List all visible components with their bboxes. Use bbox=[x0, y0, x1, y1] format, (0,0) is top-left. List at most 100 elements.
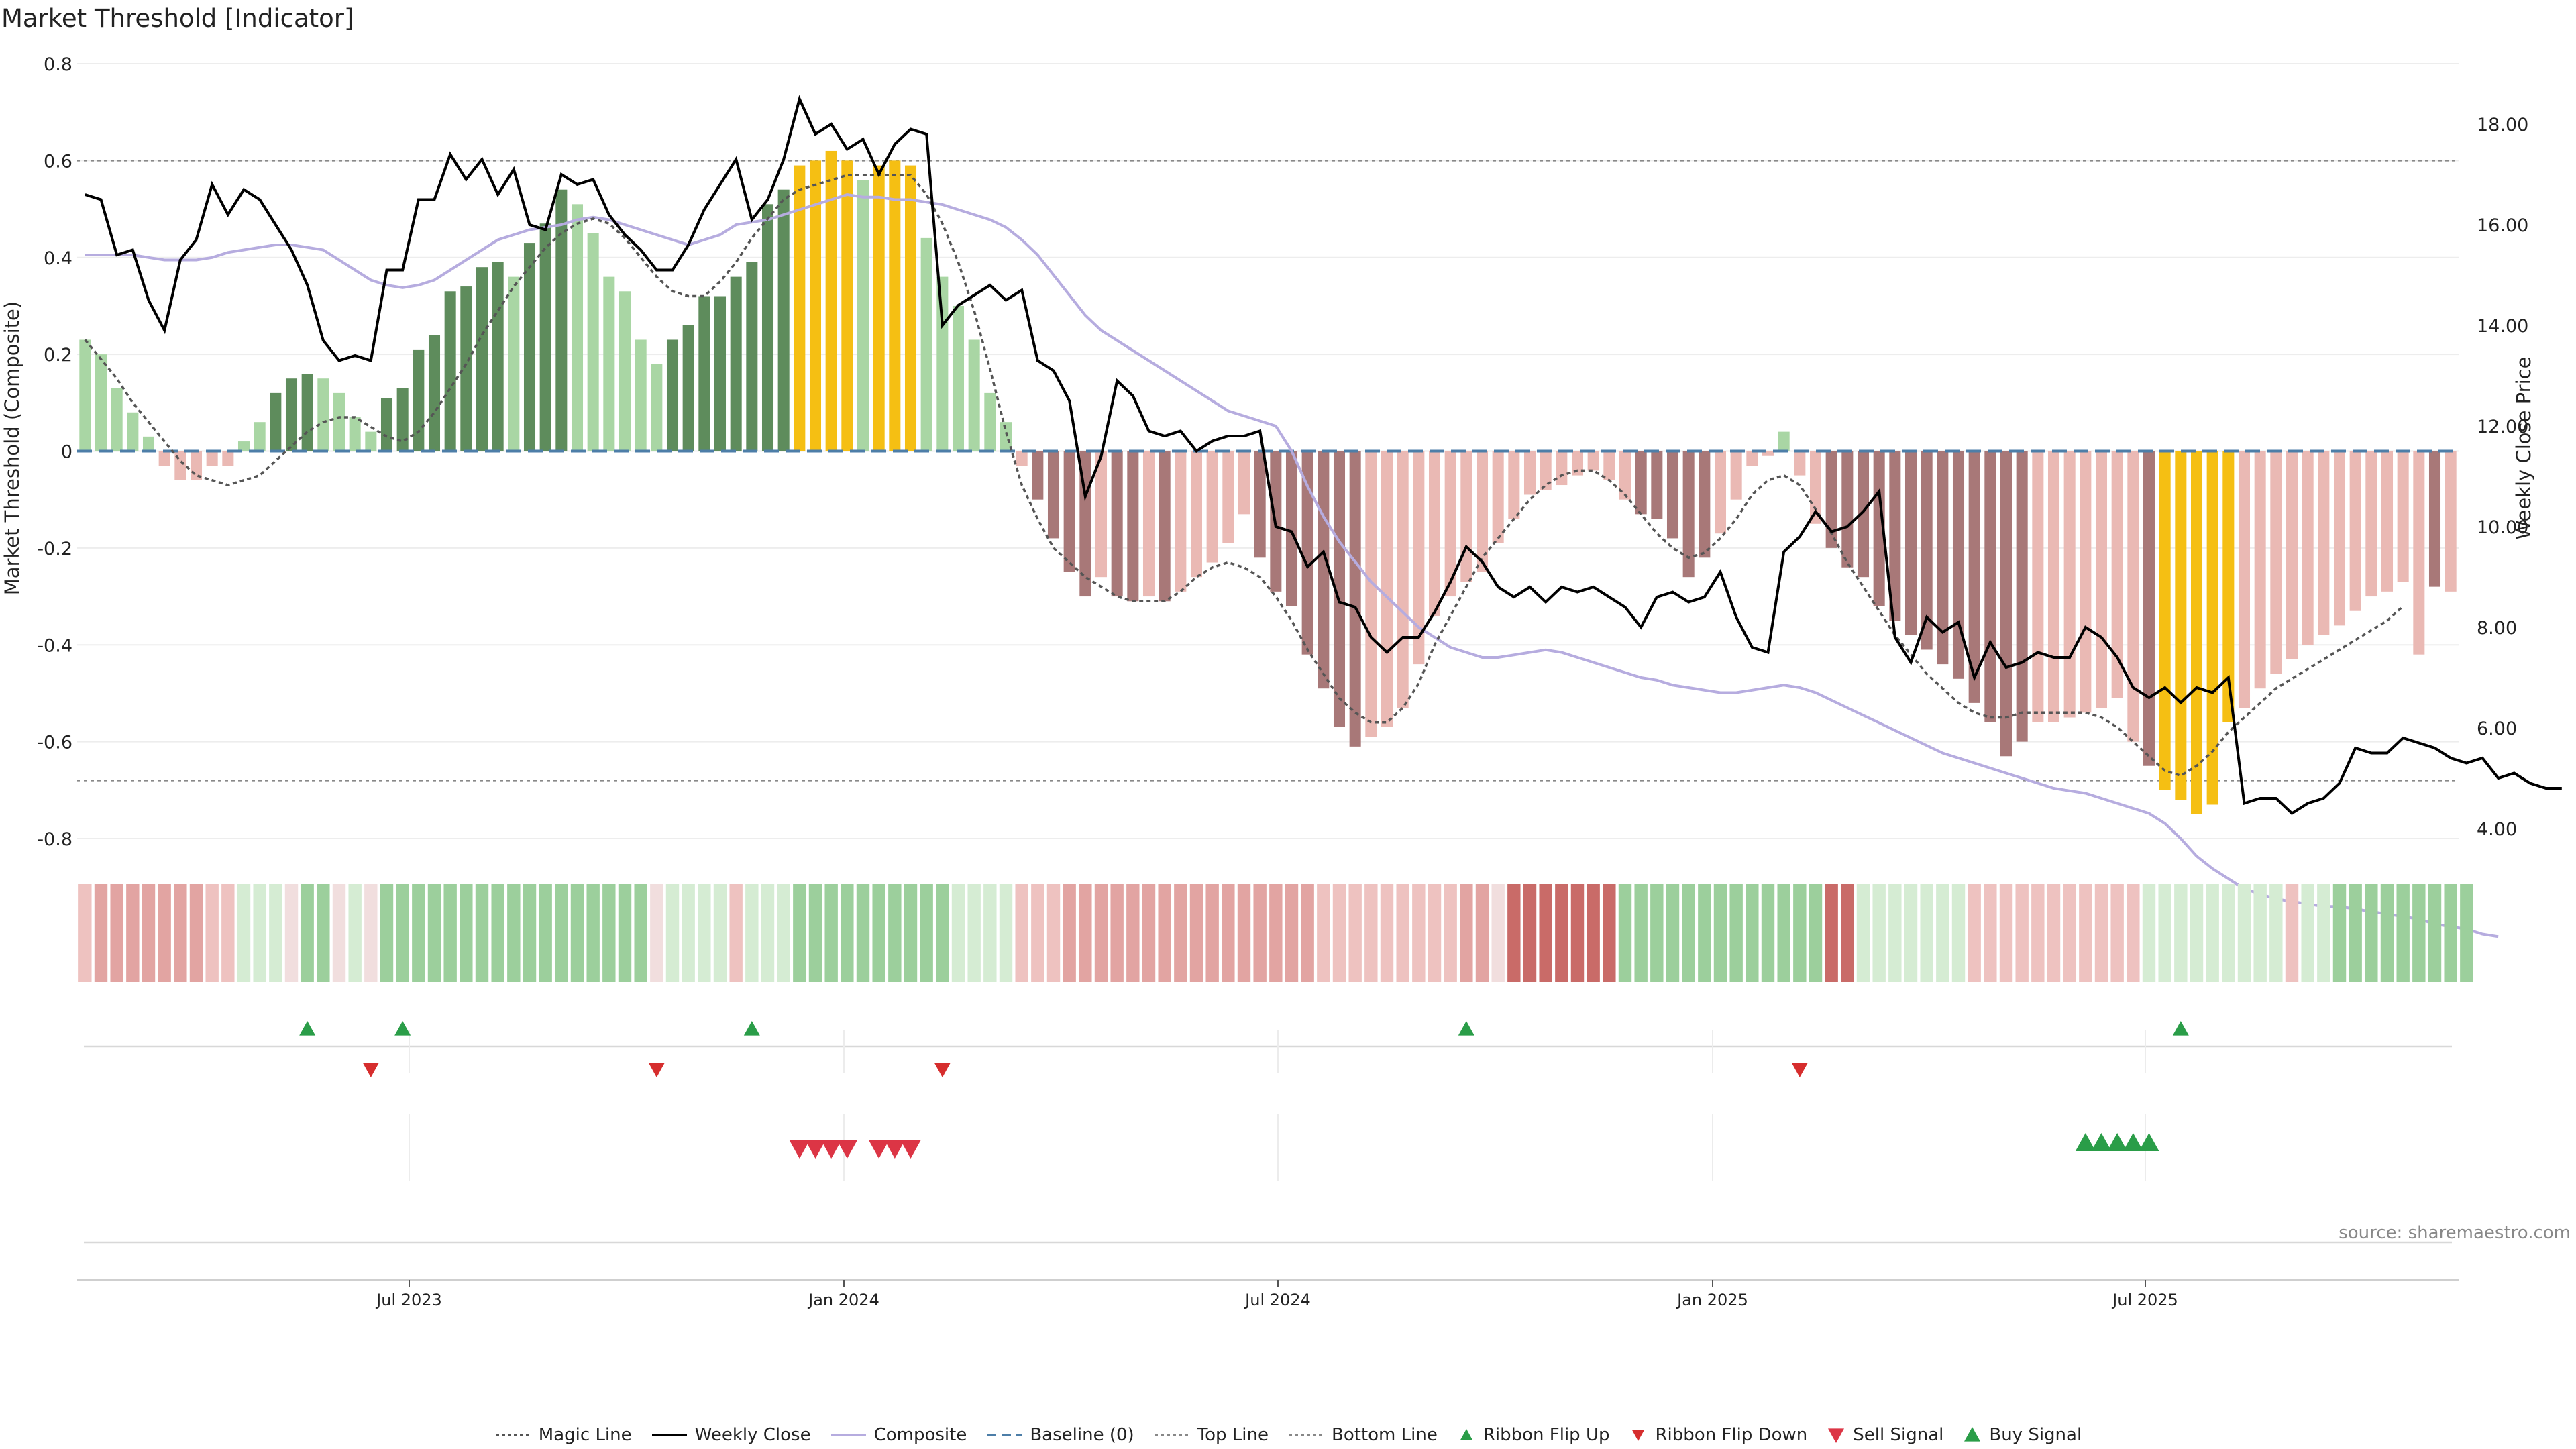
composite-bar bbox=[1476, 451, 1489, 572]
ribbon-cell bbox=[1063, 884, 1076, 982]
composite-bar bbox=[158, 451, 170, 466]
composite-bar bbox=[95, 354, 107, 451]
composite-bar bbox=[1222, 451, 1234, 543]
ribbon-cell bbox=[2158, 884, 2171, 982]
x-tick-label: Jul 2025 bbox=[2111, 1291, 2178, 1309]
sell-signal-marker bbox=[900, 1140, 921, 1159]
ribbon-cell bbox=[1348, 884, 1362, 982]
ribbon-cell bbox=[713, 884, 727, 982]
composite-bar bbox=[1000, 422, 1012, 451]
ribbon-cell bbox=[1205, 884, 1219, 982]
ribbon-cell bbox=[1729, 884, 1743, 982]
ribbon-cell bbox=[1904, 884, 1918, 982]
ribbon-cell bbox=[856, 884, 870, 982]
ribbon-cell bbox=[888, 884, 902, 982]
ribbon-cell bbox=[745, 884, 759, 982]
composite-bar bbox=[1333, 451, 1346, 727]
ribbon-cell bbox=[1888, 884, 1902, 982]
ribbon-cell bbox=[1682, 884, 1695, 982]
ribbon-cell bbox=[1539, 884, 1552, 982]
composite-bar bbox=[1492, 451, 1504, 543]
legend-swatch bbox=[651, 1434, 687, 1436]
legend-label: Composite bbox=[873, 1425, 967, 1445]
legend-swatch bbox=[1289, 1434, 1324, 1436]
composite-bar bbox=[222, 451, 234, 466]
ribbon-cell bbox=[1396, 884, 1409, 982]
composite-bar bbox=[1984, 451, 1996, 722]
ribbon-cell bbox=[523, 884, 537, 982]
ribbon-cell bbox=[2127, 884, 2140, 982]
legend-swatch-shape bbox=[1964, 1427, 1981, 1442]
ribbon-cell bbox=[1872, 884, 1886, 982]
composite-bar bbox=[920, 237, 932, 451]
ribbon-cell bbox=[1920, 884, 1933, 982]
ribbon-cell bbox=[174, 884, 187, 982]
legend-item: Weekly Close bbox=[651, 1425, 811, 1445]
ribbon-cell bbox=[396, 884, 409, 982]
composite-bar bbox=[651, 364, 663, 451]
composite-bar bbox=[349, 417, 361, 451]
ribbon-cell bbox=[2365, 884, 2378, 982]
legend-label: Weekly Close bbox=[694, 1425, 811, 1445]
composite-bar bbox=[79, 339, 91, 451]
ribbon-cell bbox=[126, 884, 140, 982]
x-tick-label: Jul 2024 bbox=[1244, 1291, 1311, 1309]
buy-signal-marker bbox=[2123, 1133, 2143, 1151]
composite-bar bbox=[1365, 451, 1377, 737]
composite-bar bbox=[1111, 451, 1123, 597]
composite-bar bbox=[2286, 451, 2298, 659]
composite-bar bbox=[1809, 451, 1822, 524]
ribbon-cell bbox=[380, 884, 394, 982]
composite-bar bbox=[1873, 451, 1885, 606]
composite-bar bbox=[539, 223, 551, 451]
legend-label: Baseline (0) bbox=[1030, 1425, 1134, 1445]
composite-bar bbox=[2063, 451, 2076, 718]
composite-bar bbox=[555, 189, 568, 451]
composite-bar bbox=[1762, 451, 1774, 456]
composite-bar bbox=[904, 165, 917, 451]
composite-bar bbox=[1254, 451, 1266, 558]
ribbon-cell bbox=[650, 884, 663, 982]
ribbon-cell bbox=[1079, 884, 1092, 982]
x-tick-label: Jan 2024 bbox=[807, 1291, 879, 1309]
composite-bar bbox=[777, 189, 790, 451]
legend-swatch bbox=[1154, 1434, 1189, 1436]
legend-swatch bbox=[987, 1434, 1022, 1436]
composite-bar bbox=[1413, 451, 1425, 665]
composite-bar bbox=[2428, 451, 2441, 587]
ribbon-cell bbox=[1713, 884, 1727, 982]
ribbon-cell bbox=[1698, 884, 1711, 982]
ribbon-cell bbox=[2094, 884, 2108, 982]
composite-bar bbox=[571, 204, 584, 451]
legend-label: Buy Signal bbox=[1989, 1425, 2082, 1445]
composite-bar bbox=[1095, 451, 1108, 578]
ribbon-flip-down-marker bbox=[934, 1063, 951, 1077]
ribbon-cell bbox=[1460, 884, 1473, 982]
composite-bar bbox=[2397, 451, 2409, 582]
ribbon-flip-down-marker bbox=[648, 1063, 665, 1077]
composite-bar bbox=[857, 180, 869, 451]
legend-swatch bbox=[830, 1434, 866, 1436]
composite-bar bbox=[2254, 451, 2266, 689]
ribbon-cell bbox=[2253, 884, 2267, 982]
composite-bar bbox=[2111, 451, 2123, 698]
ribbon-cell bbox=[284, 884, 299, 982]
ribbon-cell bbox=[570, 884, 584, 982]
composite-bar bbox=[1508, 451, 1520, 519]
composite-bar bbox=[2000, 451, 2012, 757]
ribbon-cell bbox=[1126, 884, 1140, 982]
ribbon-cell bbox=[999, 884, 1013, 982]
composite-bar bbox=[2302, 451, 2314, 645]
legend: Magic Line Weekly Close Composite Baseline … bbox=[0, 1425, 2576, 1445]
composite-bar bbox=[1968, 451, 1980, 703]
composite-line bbox=[85, 193, 2499, 938]
ribbon-cell bbox=[1285, 884, 1299, 982]
composite-bar bbox=[2190, 451, 2203, 814]
ribbon-cell bbox=[427, 884, 441, 982]
composite-bar bbox=[809, 160, 822, 451]
ribbon-cell bbox=[539, 884, 552, 982]
legend-item: Baseline (0) bbox=[985, 1425, 1134, 1445]
ribbon-cell bbox=[2460, 884, 2473, 982]
ribbon-cell bbox=[1444, 884, 1457, 982]
